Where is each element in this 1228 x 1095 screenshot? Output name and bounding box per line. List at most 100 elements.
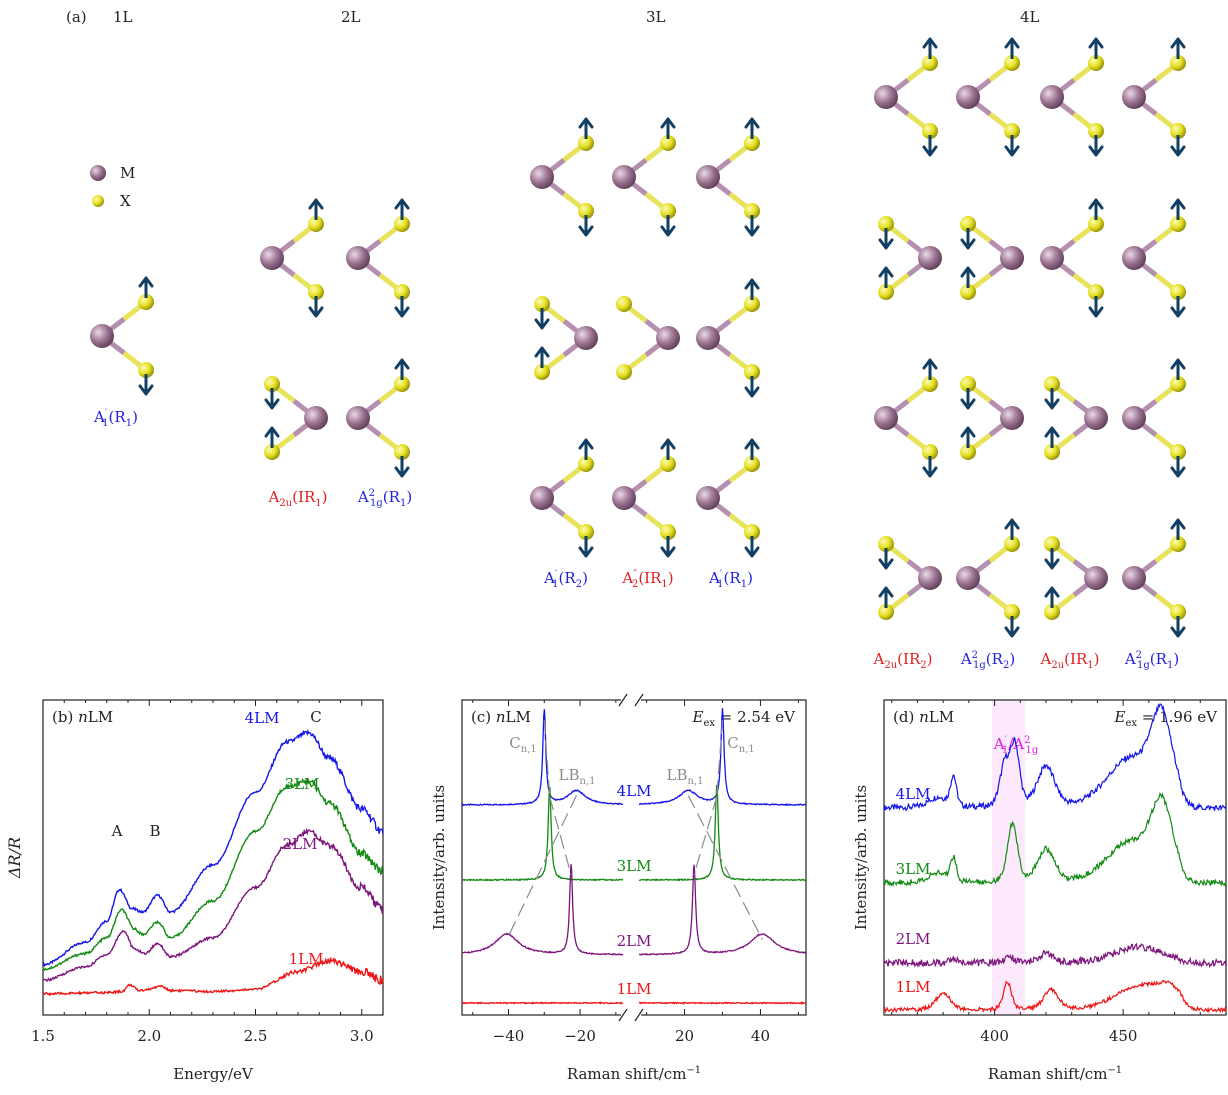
mx2-unit <box>612 135 676 219</box>
chalcogen-atom <box>1170 216 1186 232</box>
up-arrow-icon <box>922 37 938 59</box>
up-arrow-icon <box>660 438 676 460</box>
mx2-unit <box>1122 55 1186 139</box>
series-line-3LM <box>42 777 384 972</box>
axis-break-mark <box>634 1008 644 1022</box>
metal-atom <box>260 246 284 270</box>
chalcogen-atom <box>660 524 676 540</box>
up-arrow-icon <box>1170 358 1186 380</box>
panel-b-title: (b) nLM <box>52 708 113 726</box>
up-arrow-icon <box>960 426 976 448</box>
series-label-2LM: 2LM <box>896 930 931 948</box>
metal-atom <box>874 406 898 430</box>
up-arrow-icon <box>578 117 594 139</box>
legend-chalcogen-label: X <box>120 192 131 210</box>
metal-atom <box>90 324 114 348</box>
up-arrow-icon <box>1088 198 1104 220</box>
x-tick-label: 2.0 <box>137 1027 161 1045</box>
x-tick-label: 3.0 <box>350 1027 374 1045</box>
chalcogen-atom <box>534 296 550 312</box>
metal-atom <box>696 326 720 350</box>
mx2-unit <box>1044 536 1108 620</box>
chalcogen-atom <box>1004 604 1020 620</box>
series-label-2LM: 2LM <box>617 932 652 950</box>
x-tick-label: 1.5 <box>31 1027 55 1045</box>
chalcogen-atom <box>744 456 760 472</box>
down-arrow-icon <box>1088 135 1104 157</box>
peak-annotation: LBn,1 <box>559 766 596 787</box>
panel-a-vibration-modes: (a) 1L 2L 3L 4L MX A′ 1(R1) A2u(IR1) A2 1g(R1) A′ 1(… <box>66 8 1186 671</box>
down-arrow-icon <box>138 374 154 396</box>
series-line-4LM <box>42 728 384 968</box>
down-arrow-icon <box>394 456 410 478</box>
chalcogen-atom <box>960 284 976 300</box>
down-arrow-icon <box>534 308 550 330</box>
series-label-2LM: 2LM <box>283 835 318 853</box>
mode-label-4l: A2 1g(R2) <box>960 650 1015 671</box>
layer-title-2L: 2L <box>341 8 361 26</box>
chalcogen-atom <box>264 444 280 460</box>
series-line-4LM <box>638 708 807 807</box>
series-line-1LM <box>42 957 384 997</box>
chalcogen-atom <box>264 376 280 392</box>
panel-d-title: (d) nLM <box>893 708 954 726</box>
mx2-unit <box>696 135 760 219</box>
metal-atom <box>574 326 598 350</box>
chalcogen-atom <box>1088 55 1104 71</box>
chalcogen-atom <box>922 444 938 460</box>
series-line-3LM <box>461 786 624 882</box>
metal-atom <box>1084 406 1108 430</box>
mx2-unit <box>530 456 594 540</box>
chalcogen-atom <box>1170 444 1186 460</box>
mx2-unit <box>90 294 154 378</box>
down-arrow-icon <box>744 536 760 558</box>
up-arrow-icon <box>1170 37 1186 59</box>
up-arrow-icon <box>922 358 938 380</box>
panel-d-high-frequency-raman-chart: 400 450 Raman shift/cm−1 Intensity/arb. uni… <box>852 699 1227 1083</box>
chalcogen-atom <box>660 135 676 151</box>
down-arrow-icon <box>394 296 410 318</box>
up-arrow-icon <box>744 117 760 139</box>
down-arrow-icon <box>660 536 676 558</box>
legend-metal-atom <box>90 165 106 181</box>
series-line-4LM <box>883 703 1227 812</box>
series-line-4LM <box>461 709 624 807</box>
series-line-1LM <box>638 1000 807 1005</box>
series-line-1LM <box>461 1001 623 1005</box>
metal-atom <box>918 246 942 270</box>
series-line-2LM <box>461 864 624 956</box>
down-arrow-icon <box>1170 135 1186 157</box>
metal-atom <box>1122 566 1146 590</box>
up-arrow-icon <box>394 358 410 380</box>
series-label-1LM: 1LM <box>289 950 324 968</box>
chalcogen-atom <box>1044 604 1060 620</box>
up-arrow-icon <box>534 346 550 368</box>
metal-atom <box>612 486 636 510</box>
mx2-unit <box>960 216 1024 300</box>
x-axis-label: Raman shift/cm−1 <box>988 1065 1122 1083</box>
mx2-unit <box>1122 536 1186 620</box>
chalcogen-atom <box>578 203 594 219</box>
mx2-unit <box>878 536 942 620</box>
metal-atom <box>874 85 898 109</box>
x-tick-label: −40 <box>493 1027 525 1045</box>
metal-atom <box>1084 566 1108 590</box>
chalcogen-atom <box>1044 376 1060 392</box>
chalcogen-atom <box>960 216 976 232</box>
guide-dashed-line <box>543 720 551 797</box>
x-axis-label: Raman shift/cm−1 <box>567 1065 701 1083</box>
metal-atom <box>1000 406 1024 430</box>
mode-label-4l: A2 1g(R1) <box>1124 650 1179 671</box>
metal-atom <box>530 165 554 189</box>
down-arrow-icon <box>1170 296 1186 318</box>
chalcogen-atom <box>578 524 594 540</box>
mode-label-3l: A′ 1(R2) <box>543 569 588 590</box>
mx2-unit <box>956 536 1020 620</box>
chalcogen-atom <box>1170 55 1186 71</box>
down-arrow-icon <box>1044 548 1060 570</box>
series-line-3LM <box>883 792 1227 888</box>
chalcogen-atom <box>578 135 594 151</box>
layer-title-3L: 3L <box>646 8 666 26</box>
axis-break-mark <box>618 693 628 707</box>
mx2-unit <box>874 55 938 139</box>
